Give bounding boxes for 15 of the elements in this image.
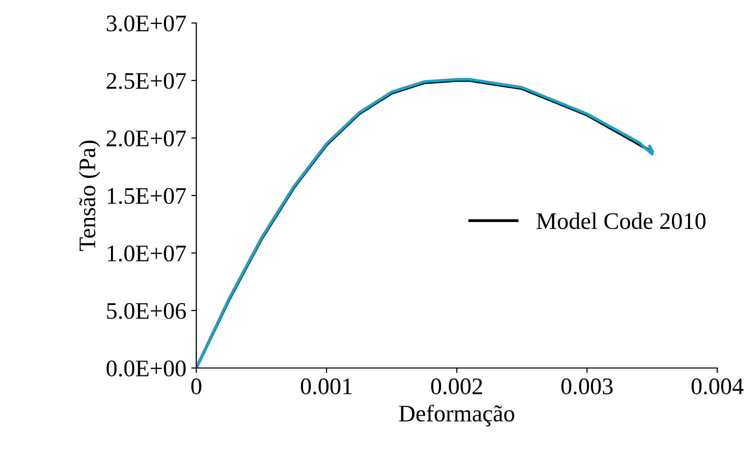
y-tick-label: 3.0E+07 (106, 15, 186, 32)
x-tick-label: 0.001 (300, 378, 352, 394)
y-tick-label: 5.0E+06 (107, 302, 186, 320)
y-axis-title: Tensão (Pa) (78, 140, 100, 251)
y-tick-label: 2.0E+07 (106, 130, 186, 147)
legend-label: Model Code 2010 (536, 212, 706, 230)
x-tick-label: 0.004 (692, 378, 744, 394)
y-tick-label: 1.5E+07 (108, 188, 186, 204)
y-tick-label: 2.5E+07 (106, 72, 186, 90)
y-tick-label: 1.0E+07 (108, 245, 186, 262)
y-tick-label: 0.0E+00 (106, 360, 186, 377)
x-axis-title: Deformação (399, 404, 514, 426)
x-tick-label: 0.003 (561, 378, 613, 394)
x-tick-label: 0 (191, 378, 202, 394)
x-tick-label: 0.002 (431, 378, 482, 394)
